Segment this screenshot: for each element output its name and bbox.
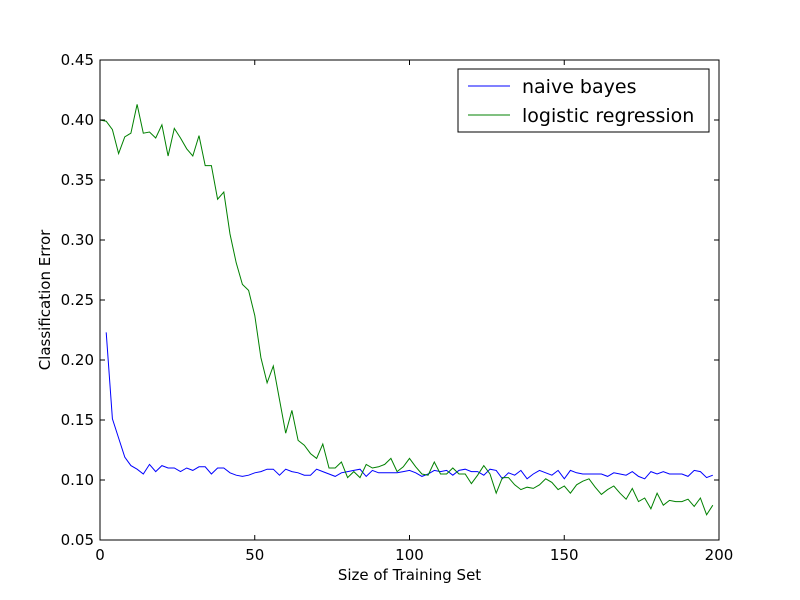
y-tick-label: 0.15 <box>61 411 94 429</box>
y-tick-label: 0.30 <box>61 231 94 249</box>
series-line-logistic-regression <box>99 104 714 516</box>
series-line-naive-bayes <box>105 332 713 480</box>
y-tick-label: 0.25 <box>61 291 94 309</box>
axis-ticks: 0 50 100 150 200 0.05 0.10 0.15 0.20 0.25 0.30 0.35… <box>61 51 734 564</box>
y-tick-label: 0.05 <box>61 531 94 549</box>
y-axis-label: Classification Error <box>36 229 54 370</box>
x-tick-label: 50 <box>245 546 264 564</box>
y-tick-label: 0.35 <box>61 171 94 189</box>
legend-box <box>457 68 710 133</box>
y-tick-label: 0.40 <box>61 111 94 129</box>
y-tick-label: 0.20 <box>61 351 94 369</box>
series-layer <box>99 104 714 516</box>
legend-label-naive-bayes: naive bayes <box>522 76 636 98</box>
y-tick-label: 0.45 <box>61 51 94 69</box>
x-tick-label: 100 <box>395 546 424 564</box>
x-tick-label: 150 <box>550 546 579 564</box>
x-tick-label: 200 <box>705 546 734 564</box>
x-tick-label: 0 <box>95 546 105 564</box>
legend-label-logistic-regression: logistic regression <box>522 105 694 127</box>
x-axis-label: Size of Training Set <box>338 566 481 584</box>
legend: naive bayes logistic regression <box>457 68 710 133</box>
y-tick-label: 0.10 <box>61 471 94 489</box>
